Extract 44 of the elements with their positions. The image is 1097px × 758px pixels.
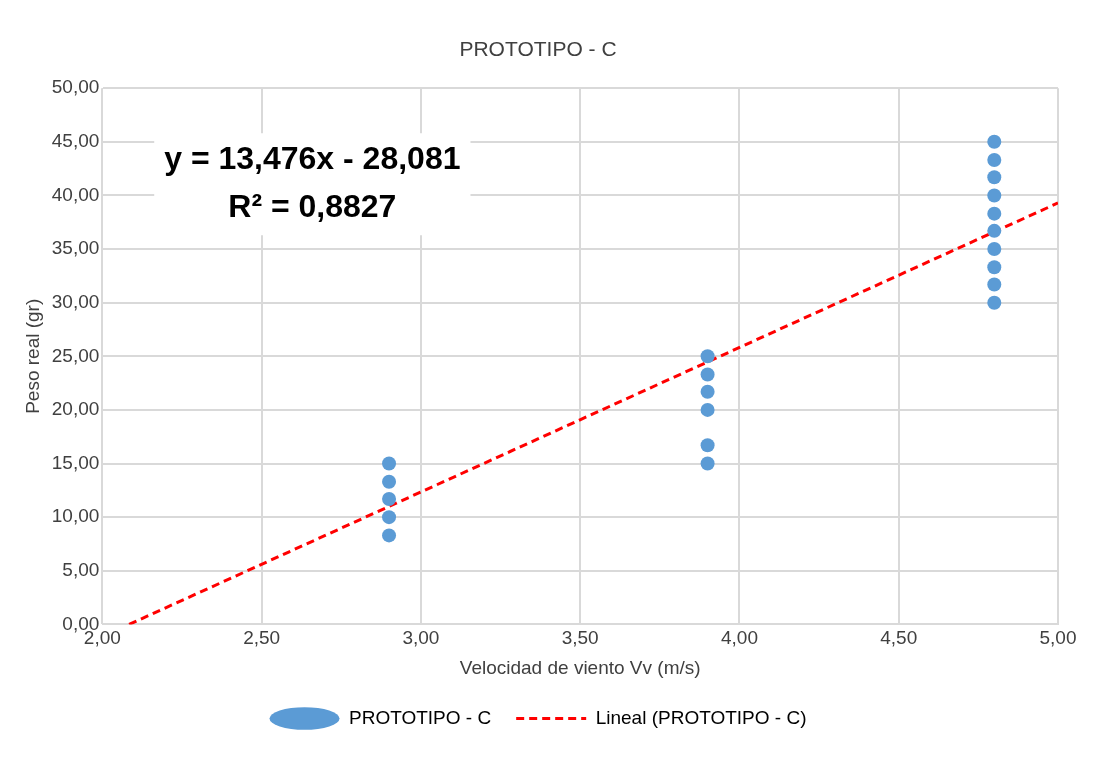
y-tick-label: 35,00 xyxy=(51,237,100,259)
y-tick-label: 10,00 xyxy=(51,505,100,527)
point xyxy=(700,402,715,417)
point xyxy=(700,438,715,453)
x-tick-label: 4,50 xyxy=(880,627,918,649)
legend-label: Lineal (PROTOTIPO - C) xyxy=(595,706,807,728)
point xyxy=(382,528,397,543)
y-tick-label: 45,00 xyxy=(51,130,100,152)
point xyxy=(382,456,397,471)
y-axis-title: Peso real (gr) xyxy=(21,298,43,414)
y-tick-label: 40,00 xyxy=(51,183,100,205)
point xyxy=(987,295,1002,310)
x-tick-label: 3,00 xyxy=(402,627,440,649)
point xyxy=(700,349,715,364)
x-tick-label: 3,50 xyxy=(561,627,599,649)
point xyxy=(700,367,715,382)
y-tick-label: 25,00 xyxy=(51,344,100,366)
point xyxy=(987,223,1002,238)
point xyxy=(382,491,397,506)
y-tick-label: 20,00 xyxy=(51,398,100,420)
point xyxy=(987,153,1002,168)
y-tick-label: 15,00 xyxy=(51,451,100,473)
annotation: y = 13,476x - 28,081 xyxy=(164,140,461,177)
y-tick-label: 30,00 xyxy=(51,290,100,312)
x-tick-label: 5,00 xyxy=(1039,627,1077,649)
annotation: R² = 0,8827 xyxy=(228,188,397,225)
point xyxy=(987,206,1002,221)
point xyxy=(382,474,397,489)
x-tick-label: 2,50 xyxy=(243,627,281,649)
legend-label: PROTOTIPO - C xyxy=(349,706,492,728)
point xyxy=(987,188,1002,203)
y-tick-label: 5,00 xyxy=(62,559,100,581)
point xyxy=(987,260,1002,275)
x-tick-label: 4,00 xyxy=(720,627,758,649)
point xyxy=(987,170,1002,185)
point xyxy=(700,384,715,399)
point xyxy=(382,510,397,525)
point xyxy=(987,277,1002,292)
point xyxy=(700,456,715,471)
point xyxy=(987,134,1002,149)
x-axis-title: Velocidad de viento Vv (m/s) xyxy=(459,656,701,678)
chart-title: PROTOTIPO - C xyxy=(459,37,617,61)
y-tick-label: 50,00 xyxy=(51,76,100,98)
point xyxy=(987,242,1002,257)
